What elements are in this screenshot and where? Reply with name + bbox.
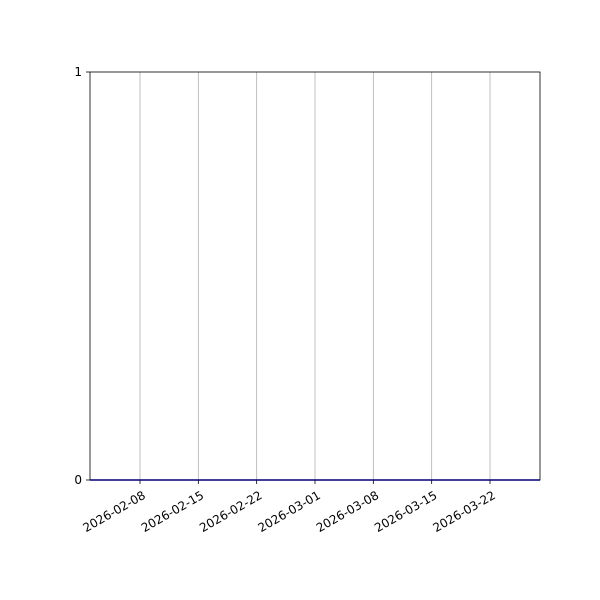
x-tick-label: 2026-03-22 — [430, 488, 497, 535]
x-tick-label: 2026-03-15 — [372, 488, 439, 535]
x-tick-label: 2026-02-22 — [197, 488, 264, 535]
x-tick-label: 2026-02-15 — [139, 488, 206, 535]
x-tick-label: 2026-03-01 — [255, 488, 322, 535]
plot-frame — [89, 71, 541, 481]
y-tick-label: 0 — [74, 473, 82, 487]
x-tick-label: 2026-02-08 — [80, 488, 147, 535]
y-tick-label: 1 — [74, 65, 82, 79]
x-tick-label: 2026-03-08 — [314, 488, 381, 535]
